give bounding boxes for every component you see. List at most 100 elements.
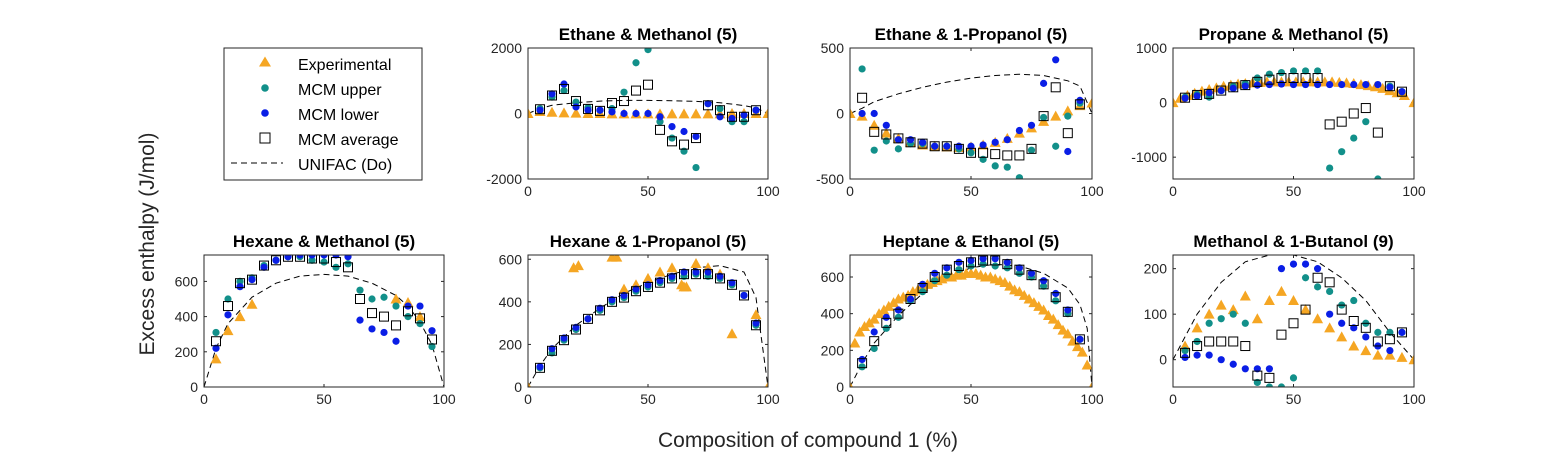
x-tick-label: 50 [640, 391, 656, 407]
series-mcm-lower-point [1205, 351, 1213, 359]
series-mcm-upper-point [236, 277, 244, 285]
legend-marker-mcm-average [259, 132, 271, 144]
series-experimental-point [1062, 105, 1074, 116]
series-mcm-lower-point [272, 256, 280, 264]
series-experimental-point [1336, 331, 1348, 342]
x-tick-label: 50 [1286, 183, 1302, 199]
series-experimental-point [883, 300, 895, 311]
y-tick-label: 200 [175, 344, 199, 360]
series-mcm-average-point [869, 336, 880, 347]
series-mcm-average-point [1336, 304, 1347, 315]
series-experimental-point [878, 304, 890, 315]
series-experimental-point [1384, 349, 1396, 360]
series-mcm-average-point [631, 286, 641, 297]
x-tick-label: 0 [1169, 183, 1177, 199]
series-mcm-upper-point [858, 363, 866, 371]
series-mcm-upper-point [955, 266, 963, 274]
series-mcm-lower-point [1040, 79, 1048, 87]
series-mcm-upper-point [560, 86, 568, 95]
series-experimental-point [414, 311, 426, 322]
y-tick-label: -2000 [486, 171, 522, 187]
series-experimental-point [1050, 110, 1062, 121]
series-experimental-point [570, 107, 582, 118]
series-experimental-point [666, 262, 678, 273]
series-mcm-lower-point [728, 114, 736, 123]
series-experimental-point [850, 108, 856, 118]
series-mcm-lower-point [1193, 92, 1201, 100]
series-mcm-upper-point [1015, 269, 1024, 277]
series-experimental-point [1372, 349, 1384, 360]
series-mcm-average-point [427, 334, 437, 345]
series-mcm-lower-point [668, 272, 676, 280]
series-mcm-upper-point [870, 146, 878, 154]
series-mcm-upper-point [919, 288, 927, 296]
y-tick-label: 0 [514, 106, 522, 122]
legend-label-mcm-average: MCM average [298, 132, 399, 149]
series-experimental-point [690, 258, 702, 269]
series-experimental-point [762, 108, 768, 118]
series-mcm-average-point [571, 96, 581, 107]
series-mcm-average-point [1348, 108, 1359, 119]
series-mcm-lower-point [1277, 80, 1286, 88]
series-mcm-upper-point [1027, 146, 1036, 154]
series-mcm-lower-point [1314, 265, 1322, 273]
series-mcm-average-point [929, 272, 940, 282]
series-mcm-average-point [667, 136, 677, 147]
series-mcm-average-point [619, 96, 629, 107]
series-mcm-lower-point [955, 142, 963, 150]
series-experimental-point [1348, 340, 1360, 351]
series-experimental-point [558, 107, 570, 118]
series-mcm-lower-point [704, 268, 712, 276]
series-mcm-average-point [881, 129, 892, 140]
series-experimental-point [618, 283, 630, 294]
series-experimental-point [880, 127, 892, 138]
series-mcm-average-point [1062, 128, 1073, 139]
series-mcm-average-point [1038, 279, 1049, 290]
series-unifac-do-line [850, 263, 1092, 387]
plot-data [1173, 67, 1414, 179]
series-mcm-lower-point [296, 255, 304, 259]
plot-data [528, 255, 768, 387]
series-mcm-average-point [990, 149, 1001, 160]
series-mcm-lower-point [320, 255, 328, 259]
series-mcm-lower-point [1289, 260, 1298, 268]
series-mcm-average-point [1180, 347, 1191, 358]
series-experimental-point [546, 106, 558, 117]
panel-title: Propane & Methanol (5) [1199, 25, 1389, 44]
y-tick-label: 600 [499, 251, 523, 267]
series-mcm-lower-point [906, 136, 915, 144]
series-mcm-average-point [535, 362, 545, 373]
series-mcm-average-point [307, 255, 317, 264]
series-mcm-average-point [1372, 127, 1383, 138]
series-mcm-average-point [1264, 74, 1275, 85]
series-mcm-upper-point [858, 65, 866, 73]
series-mcm-upper-point [644, 48, 652, 54]
series-experimental-point [888, 297, 900, 308]
series-mcm-lower-point [692, 268, 700, 276]
series-mcm-upper-point [1015, 174, 1023, 179]
series-experimental-point [1088, 381, 1092, 387]
series-mcm-lower-point [1181, 94, 1189, 102]
series-mcm-lower-point [680, 268, 688, 276]
series-mcm-average-point [1288, 73, 1299, 84]
y-tick-label: 600 [821, 269, 845, 285]
series-mcm-average-point [595, 305, 605, 316]
series-mcm-lower-point [1362, 80, 1370, 89]
y-tick-label: 0 [1159, 352, 1167, 368]
panel-4: 0 50 100 0 200 400 600 Hexane & Methanol (5) [175, 232, 456, 407]
series-mcm-upper-point [1241, 319, 1249, 327]
series-mcm-average-point [1336, 116, 1347, 127]
series-mcm-average-point [619, 292, 629, 303]
series-mcm-upper-point [1003, 264, 1011, 272]
series-mcm-lower-point [1338, 80, 1346, 89]
series-mcm-lower-point [632, 109, 640, 118]
series-mcm-average-point [559, 335, 569, 346]
series-mcm-upper-point [1374, 328, 1382, 336]
series-mcm-lower-point [428, 327, 436, 335]
series-mcm-average-point [1216, 85, 1227, 96]
series-mcm-average-point [1002, 259, 1013, 270]
series-experimental-point [1081, 359, 1092, 370]
series-experimental-point [1191, 322, 1203, 333]
series-mcm-average-point [1384, 334, 1395, 345]
series-mcm-upper-point [1052, 297, 1060, 305]
